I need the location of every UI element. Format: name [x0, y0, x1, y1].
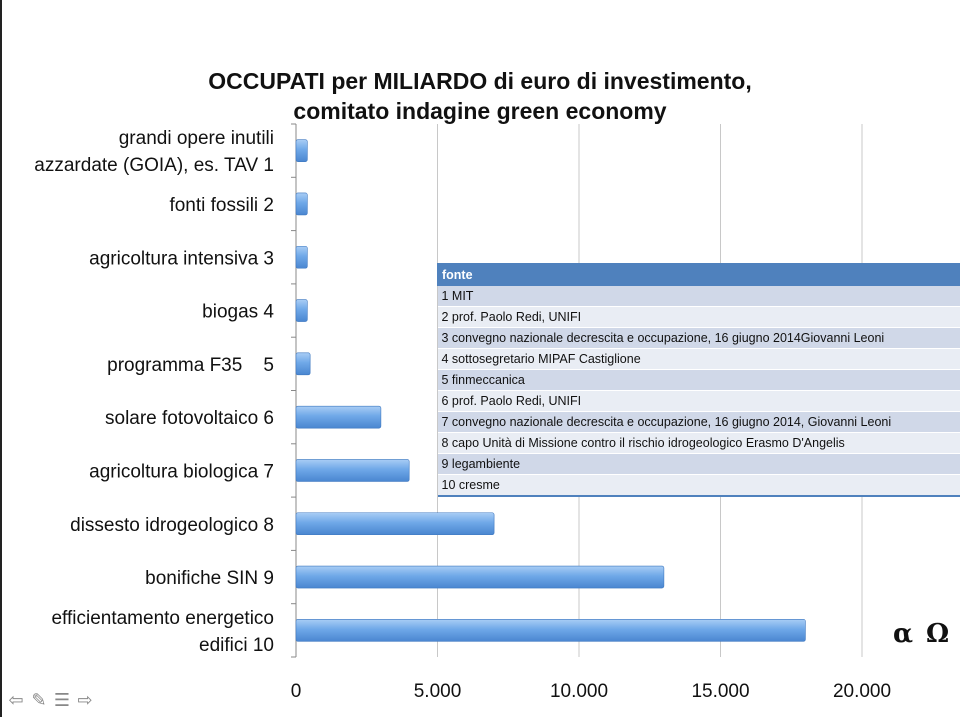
- source-table-header: fonte: [437, 263, 960, 286]
- bar: [295, 565, 665, 589]
- pencil-icon[interactable]: ✎: [31, 690, 47, 711]
- source-row: 7 convegno nazionale decrescita e occupa…: [437, 411, 960, 433]
- chart-title-line-1: OCCUPATI per MILIARDO di euro di investi…: [208, 68, 752, 94]
- source-row: 2 prof. Paolo Redi, UNIFI: [437, 306, 960, 328]
- category-label: programma F35 5: [107, 355, 274, 376]
- category-label: azzardate (GOIA), es. TAV 1: [34, 155, 274, 176]
- source-row: 6 prof. Paolo Redi, UNIFI: [437, 390, 960, 412]
- menu-icon[interactable]: ☰: [53, 690, 71, 711]
- chart-title: OCCUPATI per MILIARDO di euro di investi…: [80, 66, 880, 126]
- bar: [295, 245, 308, 269]
- source-row: 3 convegno nazionale decrescita e occupa…: [437, 327, 960, 349]
- bar: [295, 405, 382, 429]
- slide-navigation: ⇦ ✎ ☰ ⇨: [6, 692, 95, 710]
- bar: [295, 619, 806, 642]
- source-row: 9 legambiente: [437, 453, 960, 475]
- source-row: 5 finmeccanica: [437, 369, 960, 391]
- category-label: edifici 10: [199, 635, 274, 656]
- bar: [295, 139, 308, 162]
- x-tick-label: 20.000: [833, 681, 891, 702]
- category-label: dissesto idrogeologico 8: [70, 515, 274, 536]
- x-tick-label: 10.000: [550, 681, 608, 702]
- bar: [295, 299, 308, 322]
- source-table: fonte 1 MIT 2 prof. Paolo Redi, UNIFI 3 …: [437, 263, 960, 497]
- bar: [295, 192, 308, 216]
- slide-border: [0, 0, 2, 717]
- category-label: efficientamento energetico: [51, 608, 274, 629]
- x-tick-label: 0: [291, 681, 302, 702]
- arrow-left-icon[interactable]: ⇦: [8, 690, 24, 711]
- category-label: agricoltura biologica 7: [89, 461, 274, 482]
- bar: [295, 459, 410, 482]
- arrow-right-icon[interactable]: ⇨: [77, 690, 93, 711]
- source-row: 1 MIT: [437, 285, 960, 307]
- category-label: solare fotovoltaico 6: [105, 408, 274, 429]
- chart-title-line-2: comitato indagine green economy: [293, 98, 667, 124]
- alpha-omega-logo: α Ω: [893, 619, 952, 649]
- source-row: 8 capo Unità di Missione contro il risch…: [437, 432, 960, 454]
- x-tick-label: 15.000: [691, 681, 749, 702]
- category-label: fonti fossili 2: [169, 195, 274, 216]
- source-row: 10 cresme: [437, 474, 960, 496]
- bar: [295, 352, 311, 376]
- category-label: agricoltura intensiva 3: [89, 248, 274, 269]
- source-row: 4 sottosegretario MIPAF Castiglione: [437, 348, 960, 370]
- category-label: grandi opere inutili: [119, 128, 274, 149]
- category-label: bonifiche SIN 9: [145, 568, 274, 589]
- bar: [295, 512, 495, 536]
- x-tick-label: 5.000: [414, 681, 462, 702]
- category-label: biogas 4: [202, 302, 274, 323]
